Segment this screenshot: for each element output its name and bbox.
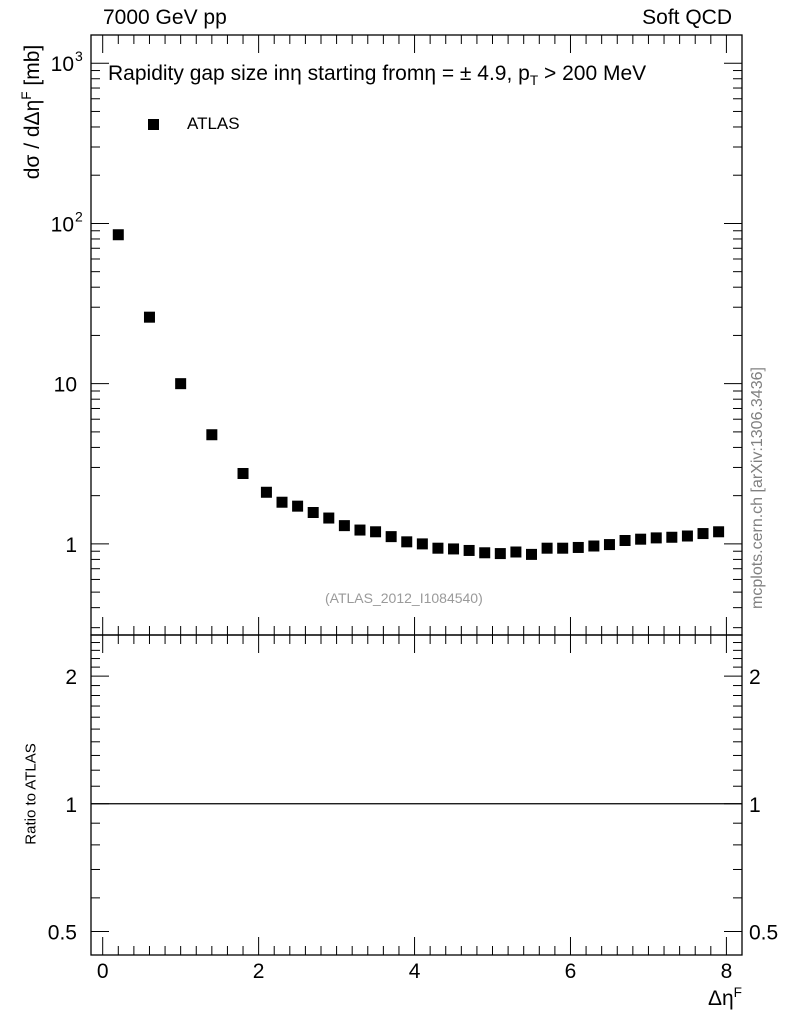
data-point-atlas	[112, 229, 124, 241]
beam-energy-label: 7000 GeV pp	[103, 6, 227, 29]
ratio-panel-frame	[90, 634, 743, 956]
data-point-atlas	[385, 531, 397, 543]
data-layer	[91, 119, 742, 805]
data-point-atlas	[619, 534, 631, 546]
plot-title: Rapidity gap size inη starting fromη = ±…	[108, 62, 646, 88]
y-tick-label: 1	[65, 534, 77, 557]
data-point-atlas	[206, 429, 218, 441]
y-axis-title-unit: [mb]	[21, 44, 44, 92]
data-point-atlas	[666, 531, 678, 543]
data-point-atlas	[557, 542, 569, 554]
y-tick-label-exponent: 3	[75, 48, 83, 64]
data-point-atlas	[432, 542, 444, 554]
data-point-atlas	[260, 486, 272, 498]
data-point-atlas	[635, 533, 647, 545]
data-point-atlas	[354, 524, 366, 536]
watermark-label: mcplots.cern.ch [arXiv:1306.3436]	[749, 367, 766, 609]
y-tick-label: 10	[51, 53, 74, 76]
y-tick-label: 10	[54, 374, 77, 397]
data-point-atlas	[494, 548, 506, 560]
axis-ticks-layer	[91, 35, 743, 955]
legend-entry-atlas: ATLAS	[187, 114, 240, 133]
data-point-atlas	[479, 547, 491, 559]
y-tick-label: 10	[51, 213, 74, 236]
plot-title-subscript: T	[529, 73, 539, 89]
data-point-atlas	[572, 541, 584, 553]
ratio-y-tick-label-right: 0.5	[749, 921, 778, 944]
y-tick-label-exponent: 2	[75, 208, 83, 224]
analysis-id-label: (ATLAS_2012_I1084540)	[325, 590, 483, 606]
data-point-atlas	[237, 467, 249, 479]
ratio-y-tick-label-left: 2	[65, 666, 77, 689]
x-tick-label: 8	[721, 960, 733, 983]
data-point-atlas	[401, 536, 413, 548]
data-point-atlas	[307, 507, 319, 519]
x-axis-title-text: Δη	[707, 987, 734, 1010]
data-point-atlas	[681, 530, 693, 542]
data-point-atlas	[448, 543, 460, 555]
x-tick-label: 0	[97, 960, 109, 983]
x-axis-title-sup: F	[733, 985, 742, 1000]
data-point-atlas	[541, 542, 553, 554]
data-point-atlas	[697, 528, 709, 540]
data-point-atlas	[713, 526, 725, 538]
data-point-atlas	[588, 540, 600, 552]
ratio-y-tick-label-right: 2	[749, 666, 761, 689]
data-point-atlas	[292, 500, 304, 512]
ratio-y-tick-label-right: 1	[749, 794, 761, 817]
data-point-atlas	[525, 548, 537, 560]
ratio-y-tick-label-left: 1	[65, 794, 77, 817]
ratio-y-tick-label-left: 0.5	[48, 921, 77, 944]
data-point-atlas	[175, 378, 187, 390]
y-axis-title-main: dσ / dΔηF [mb]	[19, 45, 45, 180]
data-point-atlas	[276, 496, 288, 508]
data-point-atlas	[416, 538, 428, 550]
data-point-atlas	[338, 520, 350, 532]
data-point-atlas	[510, 546, 522, 558]
x-tick-label: 2	[253, 960, 265, 983]
data-point-atlas	[603, 539, 615, 551]
x-tick-label: 4	[409, 960, 421, 983]
plot-title-tail: > 200 MeV	[538, 62, 647, 85]
y-axis-title-sup: F	[19, 91, 34, 100]
data-point-atlas	[323, 512, 335, 524]
x-axis-title: ΔηF	[708, 985, 742, 1011]
frame-layer	[90, 34, 743, 956]
y-axis-title-ratio: Ratio to ATLAS	[22, 743, 40, 845]
process-group-label: Soft QCD	[642, 6, 732, 29]
legend-marker-atlas	[148, 119, 159, 130]
x-tick-label: 6	[565, 960, 577, 983]
data-point-atlas	[370, 526, 382, 538]
data-point-atlas	[650, 532, 662, 544]
data-point-atlas	[463, 544, 475, 556]
data-point-atlas	[143, 311, 155, 323]
y-axis-title-text: dσ / dΔη	[21, 99, 44, 180]
plot-title-text: Rapidity gap size inη starting fromη = ±…	[108, 62, 530, 85]
